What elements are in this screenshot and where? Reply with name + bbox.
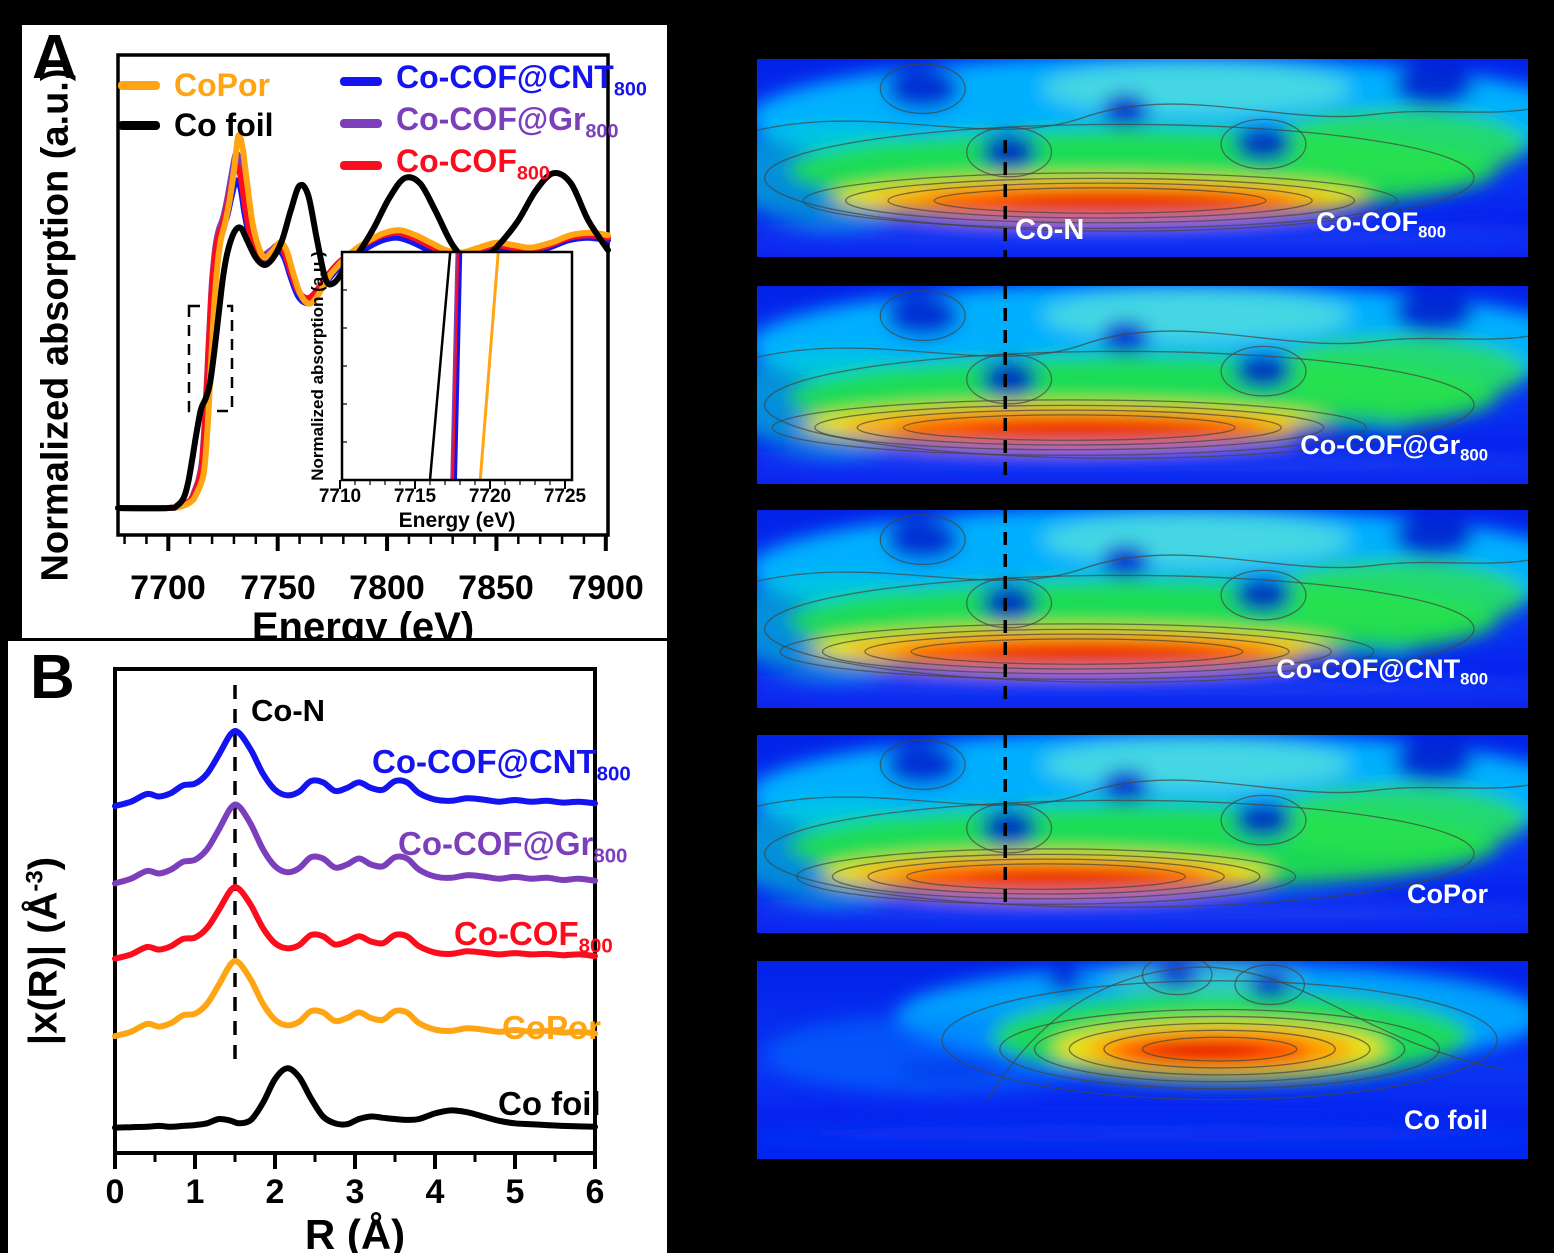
b-x-axis-title: R (Å): [304, 1211, 406, 1253]
exafs-plot: [112, 667, 598, 1169]
inset-y-axis-title: Normalized absorption (a.u.): [308, 251, 327, 481]
b-series-label-copor: CoPor: [502, 1009, 601, 1046]
panel-a-label: A: [32, 23, 77, 92]
legend-item-cof: Co-COF800: [340, 143, 550, 185]
wt-map-copor: CoPor: [757, 735, 1528, 933]
inset-tick-7720: 7720: [468, 486, 512, 507]
panel-a-xanes: A Normalized absorption (a.u.) CoPor Co …: [22, 23, 667, 649]
b-series-label-cnt: Co-COF@CNT800: [372, 743, 631, 786]
a-tick-7800: 7800: [349, 569, 425, 607]
cofoil-line-swatch: [118, 120, 160, 130]
wt-label-cofoil: Co foil: [1404, 1104, 1488, 1135]
wt-label-gr800: Co-COF@Gr800: [1300, 429, 1488, 465]
inset-tick-7710: 7710: [318, 486, 362, 507]
wt-map-cofoil: Co foil: [757, 961, 1528, 1159]
legend-label-copor: CoPor: [174, 67, 270, 103]
legend-label-gr: Co-COF@Gr800: [396, 101, 619, 143]
cof-line-swatch: [340, 160, 382, 170]
wt-map-gr800: Co-COF@Gr800: [757, 286, 1528, 484]
wt-contour-3: [757, 735, 1528, 933]
b-series-label-gr: Co-COF@Gr800: [398, 825, 628, 868]
inset-x-axis-title: Energy (eV): [398, 509, 516, 532]
panel-b-label: B: [30, 643, 75, 712]
b-series-label-cof: Co-COF800: [454, 915, 613, 958]
xanes-plot: [115, 53, 611, 551]
b-tick-2: 2: [265, 1173, 285, 1211]
b-series-label-cofoil: Co foil: [498, 1085, 601, 1122]
inset-tick-7715: 7715: [393, 486, 437, 507]
legend-item-cnt: Co-COF@CNT800: [340, 59, 647, 101]
legend-item-copor: CoPor: [118, 67, 270, 103]
wt-map-cnt800: Co-COF@CNT800: [757, 510, 1528, 708]
a-tick-7700: 7700: [130, 569, 206, 607]
panel-b-exafs: B |x(R)| (Å-3) Co-N Co-COF@CNT800 Co-COF…: [8, 641, 667, 1253]
legend-label-cnt: Co-COF@CNT800: [396, 59, 647, 101]
legend-label-cof: Co-COF800: [396, 143, 550, 185]
cnt-line-swatch: [340, 76, 382, 86]
inset-tick-7725: 7725: [543, 486, 587, 507]
b-tick-5: 5: [505, 1173, 525, 1211]
legend-item-gr: Co-COF@Gr800: [340, 101, 619, 143]
copor-line-swatch: [118, 80, 160, 90]
b-tick-3: 3: [345, 1173, 365, 1211]
gr-line-swatch: [340, 118, 382, 128]
b-con-annotation: Co-N: [251, 693, 326, 728]
b-tick-0: 0: [105, 1173, 125, 1211]
wt-label-cocof800: Co-COF800: [1316, 206, 1446, 242]
b-tick-4: 4: [425, 1173, 445, 1211]
wt-map-cocof800: Co-N Co-COF800: [757, 59, 1528, 257]
b-tick-1: 1: [185, 1173, 205, 1211]
a-tick-7850: 7850: [458, 569, 534, 607]
a-tick-7900: 7900: [568, 569, 644, 607]
wt-contour-4: [757, 961, 1528, 1159]
wt-label-cnt800: Co-COF@CNT800: [1276, 653, 1488, 689]
wt-contour-2: [757, 510, 1528, 708]
wt-label-copor: CoPor: [1407, 878, 1488, 909]
b-tick-6: 6: [585, 1173, 605, 1211]
legend-item-cofoil: Co foil: [118, 107, 274, 143]
wt-contour-1: [757, 286, 1528, 484]
wt-con-annotation: Co-N: [1015, 214, 1085, 246]
legend-label-cofoil: Co foil: [174, 107, 274, 143]
wt-contour-0: [757, 59, 1528, 257]
a-tick-7750: 7750: [240, 569, 316, 607]
